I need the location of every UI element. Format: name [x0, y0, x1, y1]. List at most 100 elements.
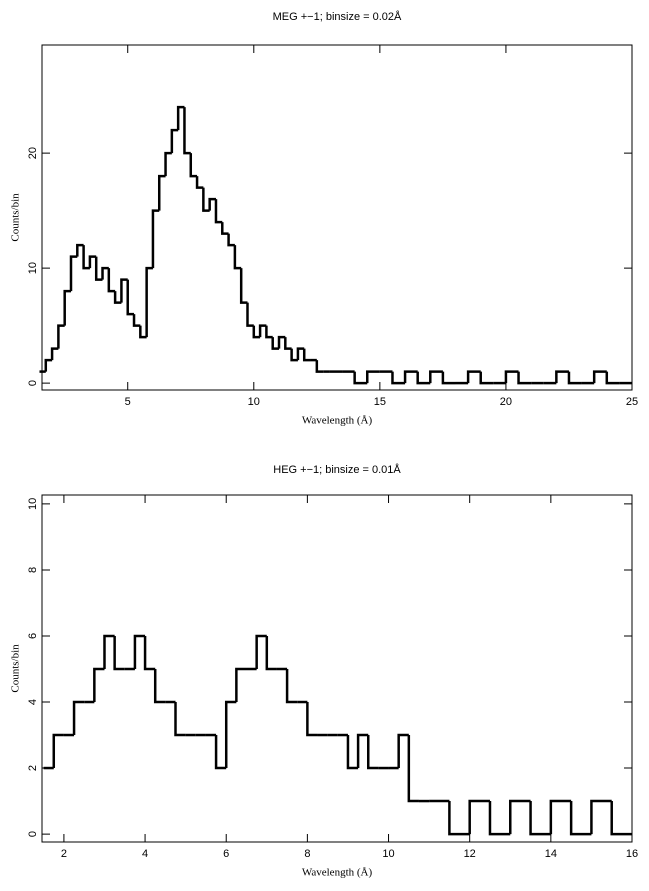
histogram-bin — [590, 799, 612, 835]
histogram-bin — [57, 324, 65, 349]
histogram-bin — [174, 702, 186, 737]
histogram-bin — [227, 233, 235, 247]
histogram-bin — [391, 371, 406, 385]
x-tick-label: 15 — [374, 396, 386, 408]
histogram-bin — [416, 371, 431, 385]
histogram-bin — [397, 733, 409, 769]
histogram-bin — [126, 279, 135, 316]
y-axis-label: Counts/bin — [10, 193, 22, 242]
histogram-bin — [277, 335, 286, 349]
histogram-bin — [258, 324, 267, 338]
histogram-bin — [120, 278, 128, 303]
histogram-bin — [346, 735, 359, 770]
histogram-bin — [214, 735, 227, 770]
histogram-bin — [221, 222, 229, 235]
histogram-bin — [479, 371, 494, 385]
histogram-bin — [441, 371, 456, 385]
histogram-bin — [151, 209, 160, 269]
histogram-bin — [235, 667, 247, 703]
histogram-bin — [407, 735, 419, 803]
histogram-bin — [315, 360, 324, 373]
x-axis-label: Wavelength (Å) — [302, 867, 373, 879]
histogram-bin — [285, 668, 298, 704]
histogram-bin — [50, 347, 59, 361]
x-tick-label: 5 — [125, 396, 131, 408]
histogram-bin — [233, 245, 242, 270]
histogram-bin — [69, 255, 78, 292]
histogram-bin — [302, 348, 311, 362]
histogram-bin — [76, 243, 84, 257]
histogram-bin — [132, 314, 141, 327]
x-tick-label: 14 — [545, 848, 557, 860]
histogram-bin — [72, 700, 85, 736]
histogram-bin — [592, 370, 607, 384]
histogram-bin — [145, 266, 153, 338]
histogram-bin — [610, 801, 632, 836]
histogram-bin — [504, 370, 519, 384]
chart-title: MEG +−1; binsize = 0.02Å — [273, 10, 402, 23]
histogram-bin — [466, 370, 481, 384]
histogram-bin — [306, 702, 318, 737]
x-axis-label: Wavelength (Å) — [302, 415, 373, 427]
histogram-bin — [448, 801, 470, 836]
histogram-bin — [189, 153, 198, 178]
histogram-bin — [94, 256, 103, 281]
histogram-bin — [239, 268, 248, 304]
histogram-bin — [366, 370, 380, 384]
histogram-bin — [101, 266, 109, 280]
histogram-bin — [529, 801, 551, 836]
histogram-bin — [517, 371, 532, 385]
histogram-bin — [153, 668, 166, 704]
chart-title: HEG +−1; binsize = 0.01Å — [273, 463, 401, 476]
y-tick-label: 10 — [27, 498, 39, 510]
plot-frame — [41, 44, 633, 391]
x-tick-label: 2 — [61, 848, 67, 860]
histogram-bin — [195, 176, 204, 189]
histogram-bin — [403, 370, 418, 384]
histogram-bin — [296, 347, 305, 361]
x-tick-label: 10 — [382, 848, 394, 860]
histogram-bin — [107, 268, 116, 293]
histogram-bin — [202, 187, 210, 212]
histogram-bin — [284, 337, 292, 350]
histogram-bin — [549, 799, 572, 835]
histogram-bin — [143, 635, 156, 671]
y-tick-label: 0 — [27, 380, 39, 386]
histogram-bin — [246, 302, 254, 327]
histogram-bin — [488, 801, 511, 836]
histogram-bin — [252, 325, 261, 339]
y-tick-label: 6 — [27, 633, 39, 639]
histogram-bin — [170, 128, 179, 154]
histogram-bin — [265, 325, 273, 339]
x-tick-label: 6 — [223, 848, 229, 860]
histogram-bin — [183, 107, 191, 155]
histogram-bin — [113, 635, 125, 671]
histogram-bin — [113, 291, 122, 304]
x-tick-label: 4 — [142, 848, 148, 860]
histogram-bin — [103, 634, 115, 669]
histogram-bin — [255, 634, 267, 669]
histogram-bin — [63, 289, 71, 326]
histogram-bin — [208, 197, 216, 211]
histogram-bin — [468, 799, 490, 835]
y-tick-label: 2 — [27, 765, 39, 771]
histogram-bin — [52, 733, 64, 769]
histogram-bin — [366, 735, 379, 770]
histogram-bin — [176, 105, 185, 131]
histogram-bin — [214, 199, 223, 224]
y-tick-label: 20 — [27, 147, 39, 159]
histogram-bin — [265, 635, 277, 671]
histogram-bin — [353, 371, 368, 385]
y-tick-label: 0 — [27, 831, 39, 837]
histogram-bin — [356, 733, 369, 769]
histogram-bin — [555, 370, 569, 384]
histogram-bin — [93, 667, 105, 703]
histogram-bin — [88, 255, 97, 269]
histogram-bin — [290, 348, 298, 362]
histogram-bin — [569, 801, 592, 836]
x-tick-label: 8 — [304, 848, 310, 860]
histogram-bin — [271, 337, 280, 350]
y-tick-label: 8 — [27, 567, 39, 573]
plot-frame — [41, 494, 633, 843]
